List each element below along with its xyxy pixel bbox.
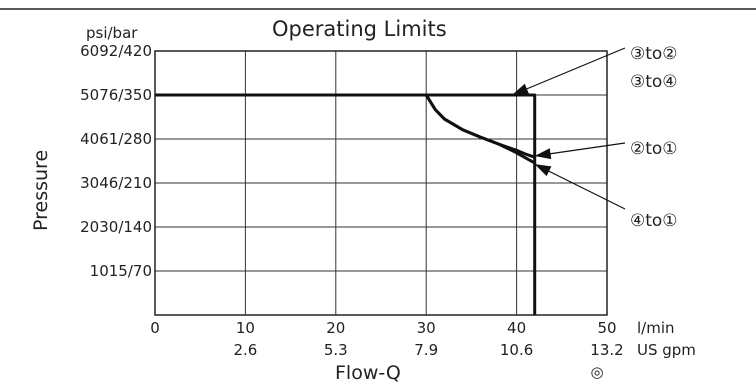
x-tick-label-secondary: 5.3 [324,341,348,359]
y-tick-labels: 1015/70 2030/140 3046/210 4061/280 5076/350 6… [80,42,152,280]
x-tick-label-primary: 10 [236,319,255,337]
x-unit-primary: l/min [637,319,675,337]
series-group [155,93,537,315]
annotation-label: ③to② [630,44,678,64]
x-tick-label-primary: 30 [417,319,436,337]
y-tick-label: 1015/70 [90,262,152,280]
y-axis-title: Pressure [30,150,52,231]
plot-frame [154,50,608,316]
annotation-arrowhead [512,83,529,95]
y-tick-label: 3046/210 [80,174,152,192]
circle-symbol-icon: ◎ [590,363,603,381]
x-tick-label-secondary: 7.9 [414,341,438,359]
annotation-arrowhead [534,164,552,177]
x-tick-label-secondary: 13.2 [590,341,623,359]
x-tick-label-secondary: 2.6 [233,341,257,359]
annotation-leader [534,163,626,210]
annotation-label: ④to① [630,211,678,231]
x-tick-labels: 0 10 2.6 20 5.3 30 7.9 40 10.6 50 13.2 [150,319,623,359]
y-unit-label: psi/bar [86,24,138,42]
x-tick-label-primary: 40 [507,319,526,337]
x-tick-label-primary: 0 [150,319,160,337]
x-tick-label-secondary: 10.6 [500,341,533,359]
annotations: ③to② ③to④ ②to① ④to① [511,44,678,231]
y-tick-label: 6092/420 [80,42,152,60]
series-line [424,94,536,159]
x-tick-label-primary: 50 [597,319,616,337]
annotation-leader [511,47,626,96]
annotation-arrowhead [534,148,552,160]
y-tick-label: 4061/280 [80,130,152,148]
annotation-label: ②to① [630,139,678,159]
series-line [155,93,537,315]
x-tick-label-primary: 20 [326,319,345,337]
y-tick-label: 5076/350 [80,86,152,104]
y-tick-label: 2030/140 [80,218,152,236]
chart-title: Operating Limits [272,17,447,41]
annotation-label: ③to④ [630,72,678,92]
x-axis-title: Flow-Q [335,362,401,383]
x-unit-secondary: US gpm [637,341,696,359]
series-line [424,94,536,165]
grid [155,51,607,315]
